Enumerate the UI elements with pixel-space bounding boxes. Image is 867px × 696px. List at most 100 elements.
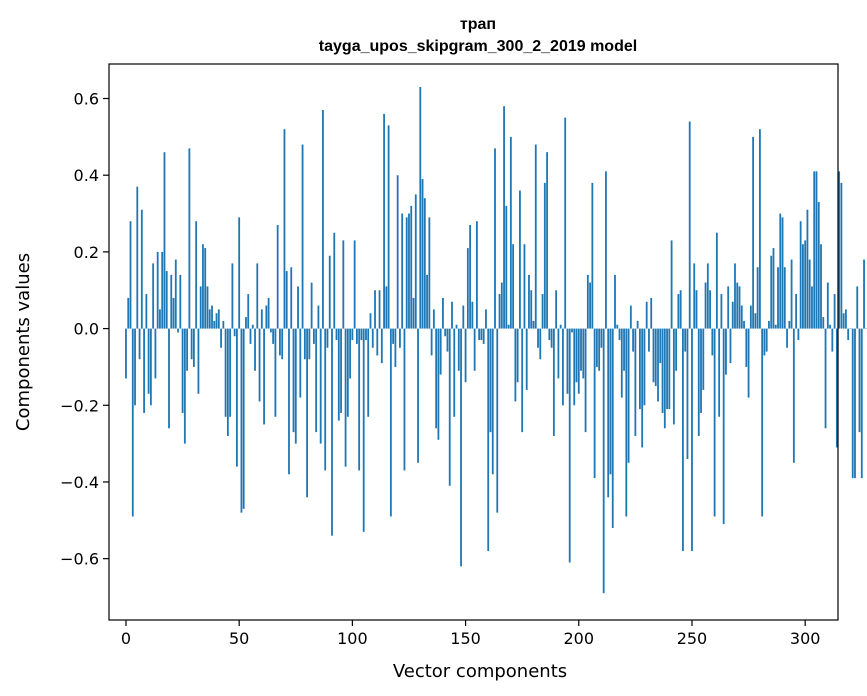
bar — [722, 328, 725, 525]
bar — [831, 328, 834, 352]
bar — [276, 225, 279, 329]
bar — [466, 248, 469, 329]
bar — [555, 290, 558, 329]
bar — [383, 113, 385, 329]
bar — [863, 259, 865, 329]
bar — [249, 328, 252, 344]
bar — [337, 328, 340, 421]
bar — [367, 328, 370, 417]
bar — [734, 263, 736, 329]
bar — [152, 263, 155, 329]
bar — [516, 328, 519, 383]
bar — [290, 267, 293, 329]
bar — [498, 294, 501, 329]
bar — [437, 328, 440, 440]
bar — [138, 328, 141, 360]
bar — [743, 320, 745, 329]
bar — [217, 309, 220, 329]
y-tick-label: −0.2 — [60, 396, 99, 415]
bar — [684, 328, 687, 352]
bar — [491, 328, 494, 475]
bar — [385, 286, 388, 329]
bar — [380, 328, 383, 364]
bar — [464, 328, 467, 383]
bar — [482, 328, 485, 344]
bar — [770, 255, 773, 329]
bar — [389, 328, 392, 517]
bar — [129, 221, 132, 329]
bar — [589, 282, 591, 329]
bar — [181, 328, 184, 413]
bar — [453, 328, 456, 417]
bar — [614, 274, 616, 329]
bar — [419, 87, 422, 329]
bar — [550, 328, 553, 348]
bar — [779, 213, 782, 329]
bar — [231, 263, 234, 329]
chart-subtitle: tayga_upos_skipgram_300_2_2019 model — [319, 38, 637, 55]
bar — [254, 328, 256, 371]
bar — [471, 301, 474, 329]
bar — [245, 317, 247, 329]
bar — [521, 328, 524, 433]
bar — [822, 317, 825, 329]
bar — [512, 244, 515, 329]
bar — [478, 328, 481, 341]
bar — [240, 328, 243, 513]
bar-series — [125, 87, 867, 594]
bar — [729, 328, 732, 364]
bar — [165, 271, 168, 329]
bar — [143, 328, 145, 413]
bar — [598, 328, 601, 371]
bar — [797, 328, 800, 341]
bar — [661, 328, 664, 413]
bar — [813, 171, 816, 329]
bar — [335, 328, 338, 341]
bar — [306, 328, 308, 498]
bar — [548, 328, 551, 341]
bar — [256, 263, 259, 329]
bar — [147, 328, 150, 394]
bar — [713, 328, 716, 517]
bar — [783, 267, 786, 329]
bar — [670, 240, 673, 329]
bar — [405, 217, 408, 329]
bar — [706, 263, 709, 329]
bar — [704, 282, 707, 329]
bar — [358, 328, 361, 471]
bar — [188, 148, 191, 329]
bar — [125, 328, 127, 379]
bar — [455, 324, 458, 329]
bar — [439, 328, 442, 375]
x-tick-label: 300 — [790, 629, 821, 648]
bar — [315, 328, 318, 433]
bar — [226, 328, 229, 436]
bar — [625, 328, 628, 517]
bar — [331, 328, 333, 536]
bar — [197, 328, 200, 394]
bar — [688, 121, 691, 329]
bar — [229, 328, 232, 417]
bar — [346, 328, 349, 417]
bar — [177, 328, 179, 333]
bar — [842, 313, 845, 329]
bar — [283, 129, 286, 329]
bar — [369, 313, 372, 329]
bar — [745, 328, 748, 367]
bar — [475, 221, 478, 329]
bar — [360, 328, 363, 341]
y-axis-label: Components values — [13, 253, 34, 431]
bar — [618, 328, 621, 341]
bar — [761, 328, 764, 517]
x-axis: 0 50 100 150 200 250 300 — [121, 620, 821, 648]
bar — [636, 320, 639, 329]
bar — [457, 328, 460, 371]
bar — [824, 328, 827, 429]
bar — [423, 198, 426, 329]
bar — [851, 328, 854, 479]
bar — [310, 282, 313, 329]
bar — [192, 328, 195, 367]
bar — [781, 217, 784, 329]
bar — [854, 328, 856, 479]
